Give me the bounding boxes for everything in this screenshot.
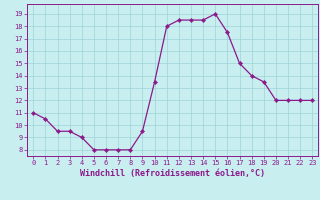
X-axis label: Windchill (Refroidissement éolien,°C): Windchill (Refroidissement éolien,°C) xyxy=(80,169,265,178)
